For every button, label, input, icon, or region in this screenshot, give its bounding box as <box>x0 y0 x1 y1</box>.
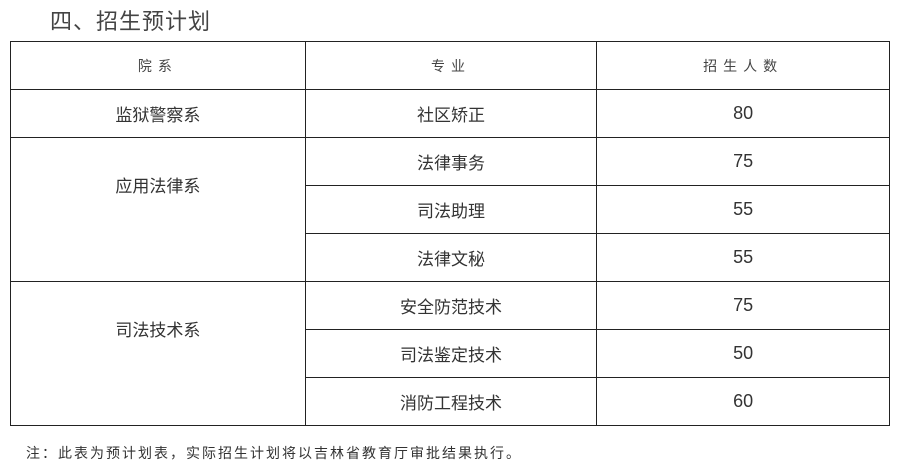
table-row: 司法助理 55 <box>11 185 890 234</box>
count-cell: 75 <box>596 137 890 186</box>
count-cell: 55 <box>596 233 890 282</box>
header-major: 专业 <box>304 41 598 90</box>
header-department: 院系 <box>10 41 306 90</box>
count-cell: 55 <box>596 185 890 234</box>
major-cell: 司法鉴定技术 <box>304 329 598 378</box>
department-cell: 应用法律系 <box>10 137 306 282</box>
table-header-row: 院系 专业 招生人数 <box>10 41 890 90</box>
major-cell: 消防工程技术 <box>304 377 598 426</box>
table-row: 司法鉴定技术 50 <box>11 329 890 378</box>
header-count: 招生人数 <box>596 41 890 90</box>
table-row: 法律文秘 55 <box>11 233 890 282</box>
count-cell: 50 <box>596 329 890 378</box>
table-row: 应用法律系 法律事务 75 <box>10 137 890 282</box>
footnote: 注：此表为预计划表，实际招生计划将以吉林省教育厅审批结果执行。 <box>26 446 522 462</box>
major-cell: 社区矫正 <box>304 89 598 138</box>
table-row: 司法技术系 安全防范技术 75 <box>10 281 890 426</box>
count-cell: 80 <box>596 89 890 138</box>
major-cell: 法律文秘 <box>304 233 598 282</box>
enrollment-plan-table: 院系 专业 招生人数 监狱警察系 社区矫正 80 应用法律系 法律事务 75 司法助理 55 法… <box>10 41 890 426</box>
department-cell: 监狱警察系 <box>10 89 306 138</box>
department-cell: 司法技术系 <box>10 281 306 426</box>
major-cell: 安全防范技术 <box>304 281 598 330</box>
section-title: 四、招生预计划 <box>50 10 212 35</box>
major-cell: 司法助理 <box>304 185 598 234</box>
count-cell: 75 <box>596 281 890 330</box>
table-row: 监狱警察系 社区矫正 80 <box>10 89 890 138</box>
major-cell: 法律事务 <box>304 137 598 186</box>
table-row: 消防工程技术 60 <box>11 377 890 426</box>
count-cell: 60 <box>596 377 890 426</box>
